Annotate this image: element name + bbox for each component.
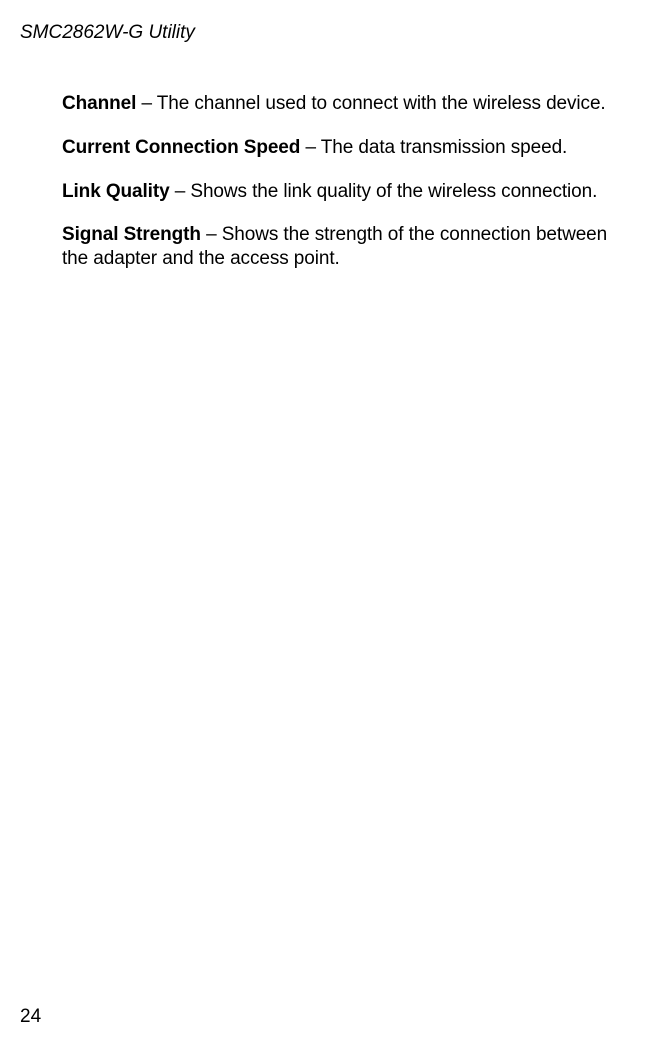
- definition-item: Link Quality – Shows the link quality of…: [62, 180, 628, 204]
- definition-term: Signal Strength: [62, 224, 201, 245]
- definition-description: – Shows the link quality of the wireless…: [170, 181, 598, 202]
- definition-term: Current Connection Speed: [62, 137, 300, 158]
- page-number: 24: [20, 1006, 41, 1028]
- definition-term: Link Quality: [62, 181, 170, 202]
- definition-description: – The channel used to connect with the w…: [136, 93, 605, 114]
- document-page: SMC2862W-G Utility Channel – The channel…: [0, 0, 654, 1050]
- definition-description: – The data transmission speed.: [300, 137, 567, 158]
- definition-item: Current Connection Speed – The data tran…: [62, 136, 628, 160]
- header-title: SMC2862W-G Utility: [20, 22, 195, 43]
- body-content: Channel – The channel used to connect wi…: [20, 92, 634, 271]
- definition-term: Channel: [62, 93, 136, 114]
- definition-item: Channel – The channel used to connect wi…: [62, 92, 628, 116]
- definition-item: Signal Strength – Shows the strength of …: [62, 223, 628, 271]
- page-header: SMC2862W-G Utility: [20, 22, 634, 44]
